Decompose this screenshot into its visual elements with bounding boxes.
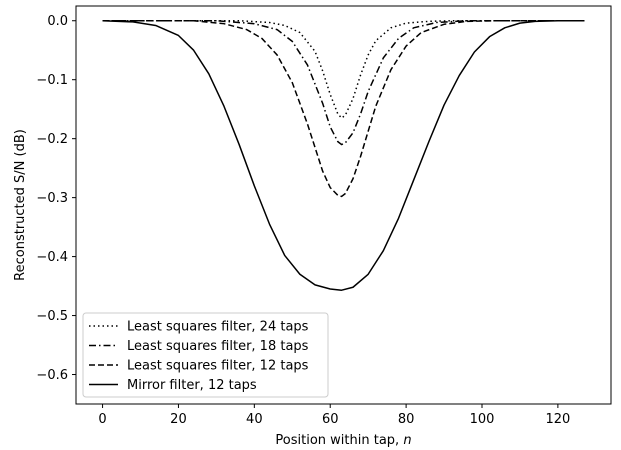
x-tick-label: 100: [470, 412, 495, 427]
plot-area: [75, 5, 612, 405]
y-axis-ticks: 0.0 −0.1 −0.2 −0.3 −0.4 −0.5 −0.6: [36, 14, 76, 383]
legend-box: [82, 312, 329, 398]
y-tick-label: −0.2: [36, 132, 68, 147]
x-axis-label-variable: n: [403, 433, 411, 448]
x-axis-label-text: Position within tap,: [275, 433, 403, 448]
x-axis-ticks: 0 20 40 60 80 100 120: [98, 404, 570, 427]
series-line-4: [102, 19, 585, 291]
legend: Least squares filter, 24 taps Least squar…: [82, 312, 329, 398]
x-axis-label: Position within tap, n: [275, 433, 411, 448]
series-line-2: [102, 19, 585, 146]
legend-items: Least squares filter, 24 taps Least squar…: [89, 320, 309, 393]
axes-frame: [75, 5, 612, 405]
series-line-1: [102, 19, 585, 119]
x-tick-label: 60: [322, 412, 339, 427]
y-tick-label: −0.1: [36, 73, 68, 88]
x-tick-label: 80: [398, 412, 415, 427]
y-tick-label: 0.0: [47, 14, 68, 29]
legend-label-4: Mirror filter, 12 taps: [127, 378, 257, 393]
legend-label-1: Least squares filter, 24 taps: [127, 320, 309, 335]
x-tick-label: 40: [246, 412, 263, 427]
x-tick-label: 120: [545, 412, 570, 427]
series-line-3: [102, 19, 585, 198]
y-tick-label: −0.5: [36, 309, 68, 324]
y-axis-label: Reconstructed S/N (dB): [13, 129, 28, 281]
legend-label-2: Least squares filter, 18 taps: [127, 339, 309, 354]
y-tick-label: −0.6: [36, 368, 68, 383]
series-layer: [102, 19, 585, 291]
y-tick-label: −0.4: [36, 250, 68, 265]
x-tick-label: 20: [170, 412, 187, 427]
x-tick-label: 0: [98, 412, 106, 427]
legend-label-3: Least squares filter, 12 taps: [127, 359, 309, 374]
y-tick-label: −0.3: [36, 191, 68, 206]
